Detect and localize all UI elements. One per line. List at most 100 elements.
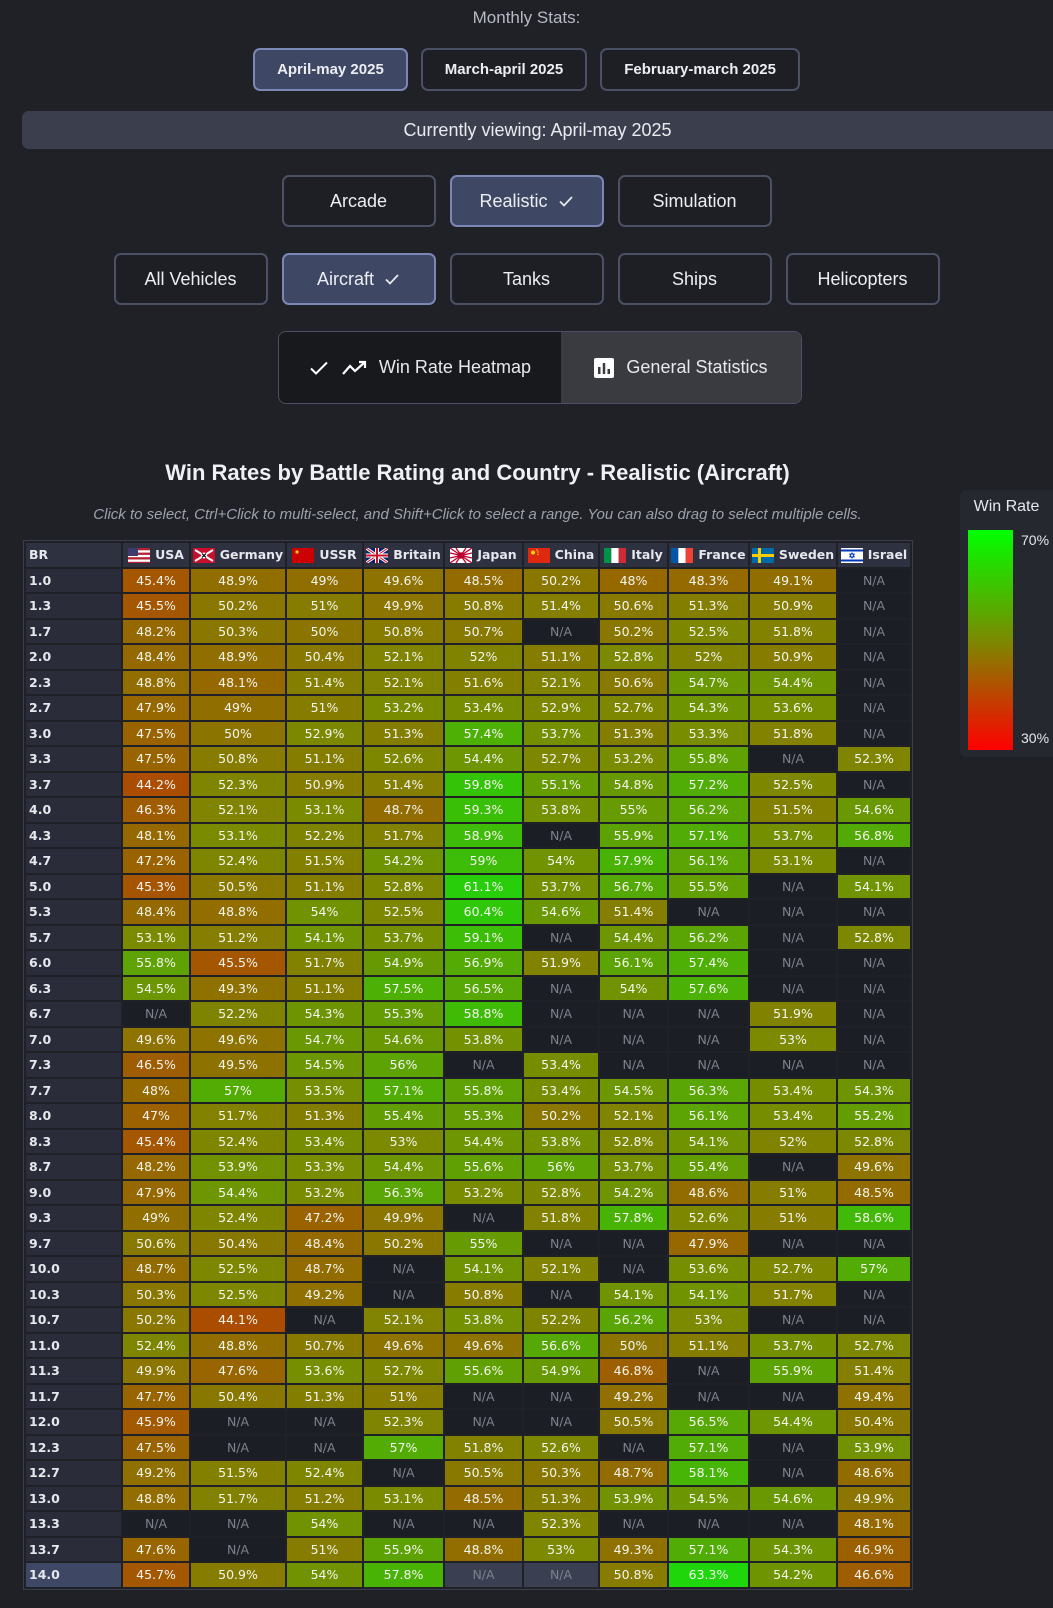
br-label[interactable]: 6.7 (26, 1002, 121, 1026)
heatmap-cell[interactable]: 59.8% (445, 772, 522, 796)
heatmap-cell[interactable]: 49.2% (123, 1461, 189, 1485)
heatmap-cell[interactable]: 53.2% (364, 696, 443, 720)
br-label[interactable]: 13.0 (26, 1486, 121, 1510)
heatmap-cell[interactable]: 48.9% (191, 568, 285, 592)
heatmap-cell[interactable]: 56.2% (669, 798, 748, 822)
br-label[interactable]: 6.3 (26, 976, 121, 1000)
heatmap-cell[interactable]: 48.5% (838, 1180, 910, 1204)
heatmap-cell[interactable]: 54% (600, 976, 667, 1000)
heatmap-cell[interactable]: 53.2% (287, 1180, 362, 1204)
heatmap-cell[interactable]: 53.1% (750, 849, 836, 873)
heatmap-cell[interactable]: 60.4% (445, 900, 522, 924)
heatmap-cell[interactable]: 54.1% (838, 874, 910, 898)
heatmap-cell[interactable]: 51.8% (524, 1206, 598, 1230)
heatmap-cell[interactable]: 49.5% (191, 1053, 285, 1077)
heatmap-cell[interactable]: 48.1% (191, 670, 285, 694)
heatmap-cell[interactable]: 49.9% (364, 594, 443, 618)
heatmap-cell[interactable]: 51.4% (287, 670, 362, 694)
country-header-usa[interactable]: USA (123, 543, 189, 567)
heatmap-cell[interactable]: 54.2% (750, 1563, 836, 1587)
heatmap-cell[interactable]: 51% (750, 1206, 836, 1230)
heatmap-cell[interactable]: N/A (750, 1512, 836, 1536)
heatmap-cell[interactable]: 47.6% (123, 1537, 189, 1561)
heatmap-cell[interactable]: 51.2% (191, 925, 285, 949)
heatmap-cell[interactable]: 53.8% (445, 1027, 522, 1051)
heatmap-cell[interactable]: 50.6% (600, 594, 667, 618)
heatmap-cell[interactable]: 54.9% (364, 951, 443, 975)
country-header-israel[interactable]: Israel (838, 543, 910, 567)
heatmap-cell[interactable]: N/A (524, 1563, 598, 1587)
heatmap-cell[interactable]: 53.4% (524, 1053, 598, 1077)
heatmap-cell[interactable]: 53.9% (838, 1435, 910, 1459)
heatmap-cell[interactable]: 48.7% (123, 1257, 189, 1281)
heatmap-cell[interactable]: 54.1% (669, 1282, 748, 1306)
heatmap-cell[interactable]: 54.3% (669, 696, 748, 720)
heatmap-cell[interactable]: 50.4% (191, 1384, 285, 1408)
heatmap-cell[interactable]: 51.3% (287, 1104, 362, 1128)
heatmap-cell[interactable]: 53.7% (524, 874, 598, 898)
heatmap-cell[interactable]: 49.3% (191, 976, 285, 1000)
heatmap-cell[interactable]: N/A (838, 1308, 910, 1332)
heatmap-cell[interactable]: 48.3% (669, 568, 748, 592)
heatmap-cell[interactable]: 55% (445, 1231, 522, 1255)
heatmap-cell[interactable]: N/A (838, 1282, 910, 1306)
heatmap-cell[interactable]: N/A (287, 1308, 362, 1332)
heatmap-cell[interactable]: N/A (600, 1231, 667, 1255)
heatmap-cell[interactable]: 51.1% (287, 976, 362, 1000)
heatmap-cell[interactable]: 56.1% (669, 1104, 748, 1128)
heatmap-cell[interactable]: 52.3% (364, 1410, 443, 1434)
heatmap-cell[interactable]: 52% (669, 645, 748, 669)
heatmap-cell[interactable]: 53.8% (445, 1308, 522, 1332)
heatmap-cell[interactable]: N/A (524, 823, 598, 847)
heatmap-cell[interactable]: 51% (287, 696, 362, 720)
heatmap-cell[interactable]: N/A (669, 1002, 748, 1026)
heatmap-cell[interactable]: 50.2% (364, 1231, 443, 1255)
heatmap-cell[interactable]: 56.2% (600, 1308, 667, 1332)
heatmap-cell[interactable]: 53.5% (287, 1078, 362, 1102)
heatmap-cell[interactable]: 55.8% (445, 1078, 522, 1102)
heatmap-cell[interactable]: 55.8% (123, 951, 189, 975)
heatmap-cell[interactable]: 56.3% (364, 1180, 443, 1204)
heatmap-cell[interactable]: 52.7% (364, 1359, 443, 1383)
heatmap-cell[interactable]: N/A (191, 1512, 285, 1536)
heatmap-cell[interactable]: 50% (191, 721, 285, 745)
heatmap-cell[interactable]: 51.1% (287, 874, 362, 898)
heatmap-cell[interactable]: 52.7% (600, 696, 667, 720)
heatmap-cell[interactable]: 50.6% (123, 1231, 189, 1255)
heatmap-cell[interactable]: N/A (750, 747, 836, 771)
heatmap-cell[interactable]: 47.9% (123, 1180, 189, 1204)
type-button-ships[interactable]: Ships (617, 253, 772, 305)
heatmap-cell[interactable]: N/A (669, 1053, 748, 1077)
heatmap-cell[interactable]: 54.4% (600, 925, 667, 949)
br-label[interactable]: 2.0 (26, 645, 121, 669)
heatmap-cell[interactable]: N/A (524, 1231, 598, 1255)
heatmap-cell[interactable]: 53.4% (287, 1129, 362, 1153)
heatmap-cell[interactable]: 56% (524, 1155, 598, 1179)
heatmap-cell[interactable]: 47% (123, 1104, 189, 1128)
br-label[interactable]: 9.7 (26, 1231, 121, 1255)
heatmap-cell[interactable]: 50.8% (600, 1563, 667, 1587)
br-label[interactable]: 11.0 (26, 1333, 121, 1357)
heatmap-cell[interactable]: 48.8% (123, 670, 189, 694)
heatmap-cell[interactable]: 53.2% (600, 747, 667, 771)
heatmap-cell[interactable]: 47.9% (123, 696, 189, 720)
heatmap-cell[interactable]: N/A (524, 1002, 598, 1026)
heatmap-cell[interactable]: 51.5% (191, 1461, 285, 1485)
br-label[interactable]: 4.7 (26, 849, 121, 873)
br-label[interactable]: 7.3 (26, 1053, 121, 1077)
heatmap-cell[interactable]: 54.5% (123, 976, 189, 1000)
heatmap-cell[interactable]: 53.6% (287, 1359, 362, 1383)
heatmap-cell[interactable]: 50.6% (600, 670, 667, 694)
heatmap-cell[interactable]: 48.8% (191, 1333, 285, 1357)
heatmap-cell[interactable]: 51.7% (191, 1486, 285, 1510)
heatmap-cell[interactable]: 57.4% (669, 951, 748, 975)
heatmap-cell[interactable]: 47.5% (123, 747, 189, 771)
heatmap-cell[interactable]: 49.3% (600, 1537, 667, 1561)
heatmap-cell[interactable]: 50.4% (838, 1410, 910, 1434)
br-label[interactable]: 11.7 (26, 1384, 121, 1408)
br-label[interactable]: 3.0 (26, 721, 121, 745)
heatmap-cell[interactable]: 45.5% (191, 951, 285, 975)
heatmap-cell[interactable]: 57.8% (600, 1206, 667, 1230)
heatmap-cell[interactable]: 56.6% (524, 1333, 598, 1357)
heatmap-cell[interactable]: 55.3% (445, 1104, 522, 1128)
